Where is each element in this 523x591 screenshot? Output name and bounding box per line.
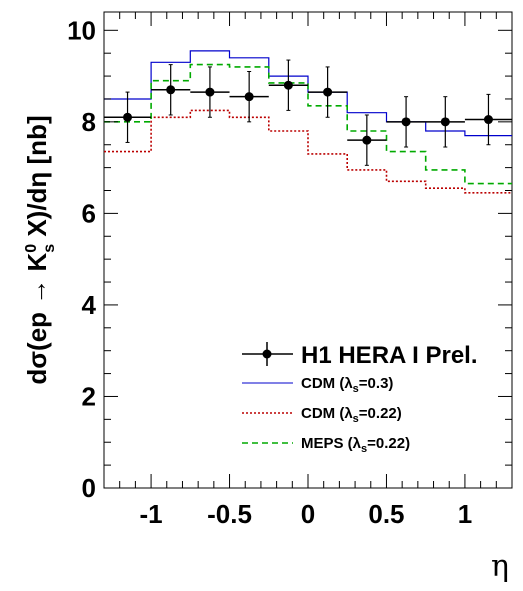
y-tick-label: 0	[82, 473, 96, 503]
data-point	[308, 66, 348, 118]
x-tick-label: 1	[458, 499, 472, 529]
data-point	[229, 71, 269, 123]
x-tick-label: -1	[140, 499, 163, 529]
data-point	[268, 59, 308, 111]
data-marker	[205, 87, 215, 97]
data-points	[104, 59, 512, 166]
y-tick-label: 2	[82, 381, 96, 411]
data-point	[347, 114, 387, 166]
x-tick-label: 0	[301, 499, 315, 529]
y-tick-label: 8	[82, 107, 96, 137]
x-axis-title: η	[491, 549, 509, 584]
data-marker	[401, 117, 411, 127]
data-point	[386, 96, 426, 148]
legend-label-cdm-022: CDM (λs=0.22)	[301, 405, 402, 425]
data-marker	[440, 117, 450, 127]
y-tick-label: 4	[82, 290, 97, 320]
y-tick-label: 6	[82, 198, 96, 228]
x-tick-label: 0.5	[368, 499, 404, 529]
legend-label-meps-022: MEPS (λs=0.22)	[301, 435, 410, 455]
data-marker	[244, 92, 254, 102]
data-marker	[323, 87, 333, 97]
data-point	[190, 66, 230, 118]
histogram-cdm-022	[104, 109, 512, 194]
data-marker	[483, 115, 493, 125]
data-point	[425, 96, 465, 148]
y-axis-title: dσ(ep → K0s X)/dη [nb]	[22, 115, 58, 384]
data-marker	[283, 80, 293, 90]
legend-label-cdm-03: CDM (λs=0.3)	[301, 375, 393, 395]
x-tick-label: -0.5	[207, 499, 252, 529]
histogram-meps-022	[104, 63, 512, 185]
data-point	[151, 64, 191, 116]
legend-marker-data-dot	[262, 349, 272, 359]
model-histograms	[104, 50, 512, 194]
legend-label-data: H1 HERA I Prel.	[301, 342, 478, 369]
y-tick-label: 10	[67, 15, 96, 45]
legend: H1 HERA I Prel. CDM (λs=0.3) CDM (λs=0.2…	[242, 342, 478, 455]
histogram-cdm-03	[104, 50, 512, 137]
data-marker	[123, 112, 133, 122]
data-point	[104, 91, 152, 143]
data-marker	[166, 85, 176, 95]
data-marker	[362, 135, 372, 145]
data-point	[464, 93, 512, 146]
